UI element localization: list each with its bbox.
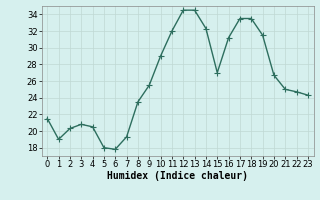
X-axis label: Humidex (Indice chaleur): Humidex (Indice chaleur) xyxy=(107,171,248,181)
